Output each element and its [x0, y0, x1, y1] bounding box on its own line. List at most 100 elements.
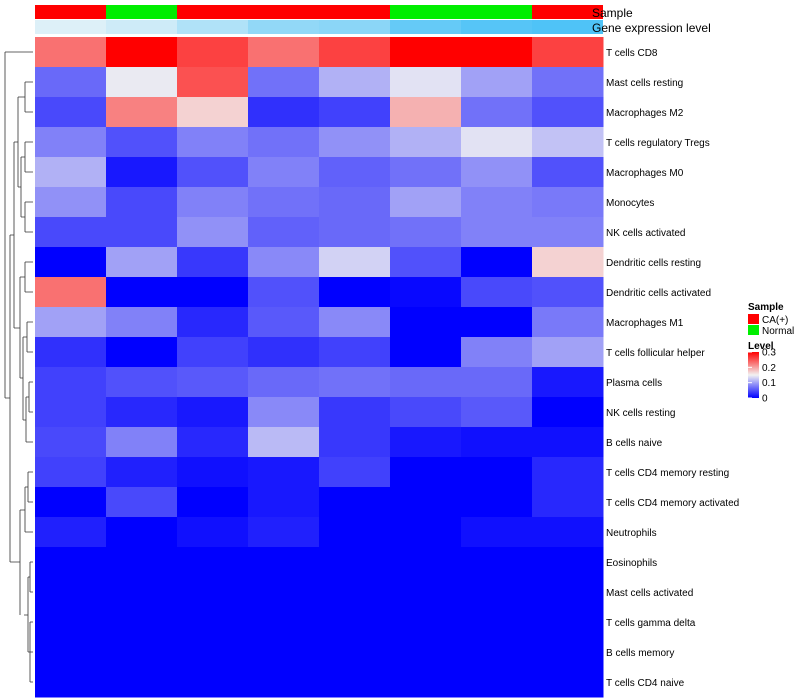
heatmap-cell: [390, 217, 462, 248]
heatmap-cell: [106, 337, 178, 368]
dendrogram-branches: [4, 51, 33, 683]
annotation-label-sample: Sample: [592, 6, 633, 20]
heatmap-cell: [106, 577, 178, 608]
heatmap-cell: [177, 547, 249, 578]
heatmap-cell: [532, 607, 604, 638]
sample-annotation-cell: [390, 5, 461, 19]
heatmap-cell: [532, 487, 604, 518]
heatmap-cell: [390, 97, 462, 128]
heatmap-cell: [461, 37, 533, 68]
heatmap-cell: [106, 67, 178, 98]
heatmap-cell: [319, 517, 391, 548]
heatmap-cell: [248, 157, 320, 188]
heatmap-cell: [177, 337, 249, 368]
heatmap-cell: [390, 367, 462, 398]
heatmap-cell: [248, 127, 320, 158]
heatmap-cell: [248, 97, 320, 128]
heatmap-cell: [319, 397, 391, 428]
heatmap-cell: [35, 67, 107, 98]
heatmap-cell: [390, 517, 462, 548]
row-label: Monocytes: [606, 198, 654, 209]
heatmap-cell: [35, 337, 107, 368]
row-label: Mast cells activated: [606, 588, 693, 599]
heatmap-cell: [532, 67, 604, 98]
row-label: T cells CD4 memory resting: [606, 468, 729, 479]
row-label: Plasma cells: [606, 378, 662, 389]
heatmap-cell: [319, 67, 391, 98]
heatmap-cell: [319, 277, 391, 308]
column-annotation-bars: [35, 5, 603, 34]
heatmap-cell: [461, 247, 533, 278]
heatmap-cell: [390, 277, 462, 308]
heatmap-cell: [461, 97, 533, 128]
legend-level-tick-label: 0.3: [762, 348, 776, 359]
heatmap-cell: [390, 397, 462, 428]
heatmap-cell: [177, 487, 249, 518]
heatmap-cell: [106, 367, 178, 398]
heatmap-cell: [106, 457, 178, 488]
heatmap-cell: [390, 577, 462, 608]
heatmap-cell: [461, 667, 533, 698]
heatmap-cell: [177, 427, 249, 458]
row-label: T cells regulatory Tregs: [606, 138, 710, 149]
heatmap-cell: [390, 667, 462, 698]
heatmap-cell: [532, 277, 604, 308]
heatmap-cell: [319, 187, 391, 218]
legend-swatch-normal: [748, 325, 759, 335]
heatmap-cell: [461, 187, 533, 218]
heatmap-cell: [177, 187, 249, 218]
heatmap-cell: [390, 457, 462, 488]
heatmap-cell: [532, 37, 604, 68]
heatmap-cell: [390, 157, 462, 188]
heatmap-cell: [177, 397, 249, 428]
legend: Sample CA(+) Normal Level 0.3 0.2 0.1 0: [748, 302, 794, 405]
heatmap-cell: [532, 637, 604, 668]
legend-level-colorbar: [748, 352, 759, 398]
row-label: T cells CD4 memory activated: [606, 498, 739, 509]
sample-annotation-cell: [177, 5, 248, 19]
heatmap-cell: [106, 247, 178, 278]
heatmap-cell: [390, 547, 462, 578]
heatmap-cell: [177, 457, 249, 488]
legend-sample-title: Sample: [748, 302, 784, 313]
heatmap-cell: [461, 547, 533, 578]
row-label: Eosinophils: [606, 558, 657, 569]
legend-swatch-ca: [748, 314, 759, 324]
heatmap-cell: [177, 637, 249, 668]
heatmap-cell: [177, 217, 249, 248]
heatmap-cell: [248, 307, 320, 338]
row-label: T cells CD4 naive: [606, 678, 685, 689]
heatmap-cell: [177, 67, 249, 98]
heatmap-cell: [177, 97, 249, 128]
sample-annotation-cell: [461, 5, 532, 19]
heatmap-cell: [390, 127, 462, 158]
heatmap-cell: [106, 187, 178, 218]
row-label: B cells naive: [606, 438, 663, 449]
heatmap-cell: [319, 487, 391, 518]
row-label: T cells CD8: [606, 48, 658, 59]
heatmap-cell: [461, 577, 533, 608]
heatmap-cell: [390, 37, 462, 68]
expression-annotation-cell: [106, 20, 177, 34]
heatmap-cell: [461, 217, 533, 248]
heatmap-cell: [319, 457, 391, 488]
heatmap-cell: [106, 397, 178, 428]
heatmap-cell: [177, 517, 249, 548]
heatmap-cell: [248, 457, 320, 488]
legend-label-ca: CA(+): [762, 315, 788, 326]
heatmap-cell: [532, 187, 604, 218]
heatmap-cell: [106, 307, 178, 338]
heatmap-cell: [106, 667, 178, 698]
heatmap-cell: [35, 397, 107, 428]
heatmap-cell: [319, 667, 391, 698]
heatmap-cell: [390, 307, 462, 338]
heatmap-cell: [106, 217, 178, 248]
heatmap-cell: [106, 547, 178, 578]
heatmap-cell: [35, 97, 107, 128]
sample-annotation-cell: [248, 5, 319, 19]
heatmap-cell: [319, 127, 391, 158]
heatmap-cell: [106, 277, 178, 308]
row-label: NK cells resting: [606, 408, 675, 419]
heatmap-cell: [248, 37, 320, 68]
heatmap-cell: [35, 427, 107, 458]
